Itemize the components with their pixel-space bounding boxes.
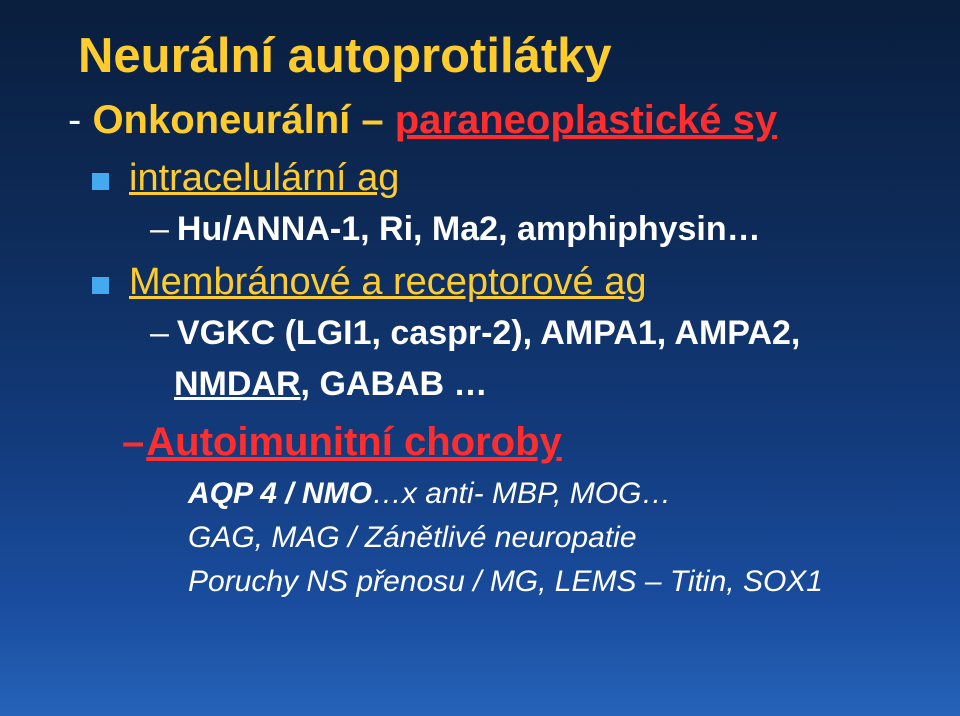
onkoneur-label: Onkoneurální – [92, 98, 394, 142]
sub-dash: – [150, 210, 169, 249]
slide: Neurální autoprotilátky - Onkoneurální –… [0, 0, 960, 716]
bullet-2-sub-line1: – VGKC (LGI1, caspr-2), AMPA1, AMPA2, [150, 314, 916, 353]
auto-dash: – [122, 420, 144, 465]
bullet-1-heading: intracelulární ag [129, 157, 399, 200]
nmdar-underline: NMDAR [174, 365, 301, 403]
aqp-bold: AQP 4 / NMO [188, 477, 372, 510]
sub2-line3: Poruchy NS přenosu / MG, LEMS – Titin, S… [188, 565, 916, 599]
autoimunitni-heading: Autoimunitní choroby [146, 420, 562, 465]
bullet-2: Membránové a receptorové ag [92, 261, 916, 304]
slide-title: Neurální autoprotilátky [78, 28, 916, 84]
aqp-rest: …x anti- MBP, MOG… [372, 477, 672, 510]
bullet-1: intracelulární ag [92, 157, 916, 200]
bullet-2-heading: Membránové a receptorové ag [129, 261, 647, 304]
poruchy-text: Poruchy NS přenosu / MG, LEMS – Titin, S… [188, 565, 823, 598]
sub2-line1: AQP 4 / NMO…x anti- MBP, MOG… [188, 477, 916, 511]
sub2-line2: GAG, MAG / Zánětlivé neuropatie [188, 521, 916, 555]
dash: - [68, 98, 92, 142]
square-bullet-icon [92, 173, 109, 190]
paraneo-label: paraneoplastické sy [395, 98, 777, 142]
bullet-1-sub: – Hu/ANNA-1, Ri, Ma2, amphiphysin… [150, 210, 916, 249]
subtitle-row: - Onkoneurální – paraneoplastické sy [68, 98, 916, 143]
square-bullet-icon [92, 277, 109, 294]
gag-text: GAG, MAG / Zánětlivé neuropatie [188, 521, 637, 554]
bullet-2-sub-text-1: VGKC (LGI1, caspr-2), AMPA1, AMPA2, [177, 314, 800, 353]
bullet-2-sub-line2: NMDAR, GABAB … [174, 365, 916, 404]
nmdar-rest: , GABAB … [301, 365, 488, 403]
sub-dash: – [150, 314, 169, 353]
autoimunitni-row: – Autoimunitní choroby [122, 420, 916, 465]
bullet-1-sub-text: Hu/ANNA-1, Ri, Ma2, amphiphysin… [177, 210, 761, 249]
